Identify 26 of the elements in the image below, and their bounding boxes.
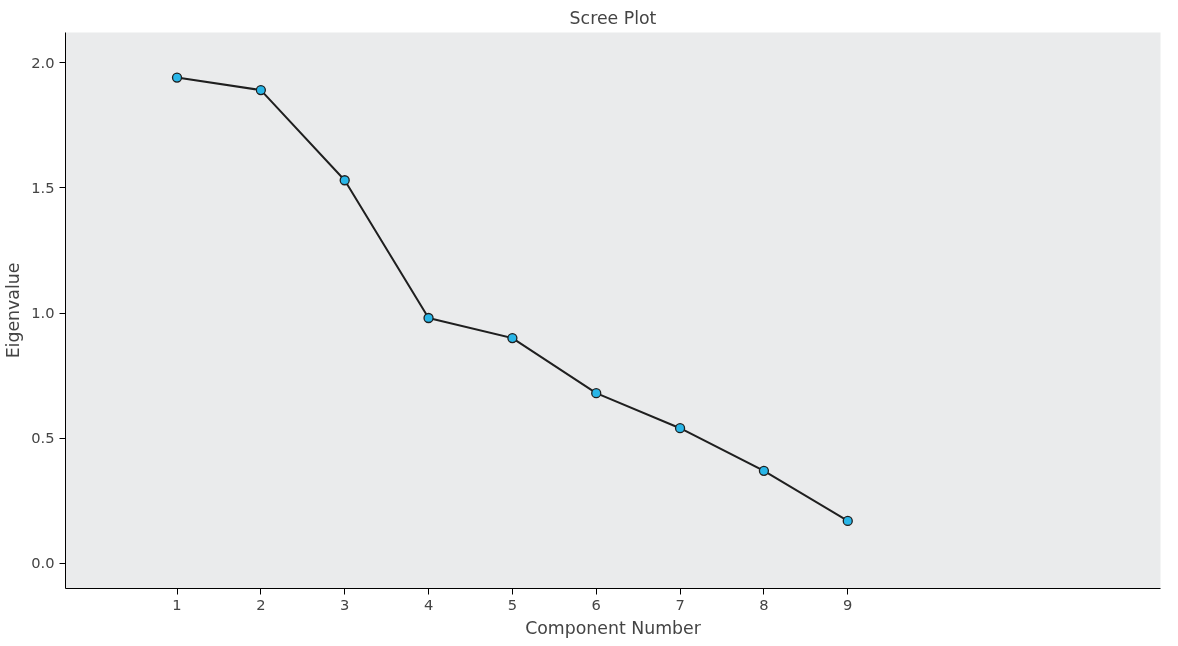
y-tick-label: 1.0 — [31, 304, 55, 321]
y-axis-title: Eigenvalue — [3, 262, 24, 359]
y-tick-label: 0.5 — [31, 429, 55, 447]
point — [255, 84, 267, 96]
y-tick-label: 2.0 — [31, 53, 55, 71]
point — [591, 388, 602, 399]
x-axis-title: Component Number — [525, 617, 702, 638]
x-tick-label: 3 — [340, 595, 350, 613]
point — [758, 465, 770, 476]
point — [423, 312, 434, 324]
point — [842, 515, 853, 527]
point — [339, 175, 350, 186]
y-tick-label: 1.5 — [31, 178, 55, 196]
point — [674, 423, 686, 434]
x-tick-label: 6 — [591, 595, 601, 613]
x-tick-label: 9 — [843, 595, 853, 613]
x-tick-label: 8 — [759, 595, 769, 613]
x-tick-label: 7 — [675, 595, 685, 613]
chart-title: Scree Plot — [569, 7, 657, 28]
point — [507, 332, 518, 344]
x-tick-label: 4 — [423, 595, 434, 613]
x-tick-label: 2 — [256, 595, 266, 613]
x-tick-label: 1 — [172, 595, 182, 613]
x-tick-label: 5 — [507, 595, 518, 613]
y-tick-label: 0.0 — [31, 554, 55, 572]
point — [171, 72, 183, 83]
